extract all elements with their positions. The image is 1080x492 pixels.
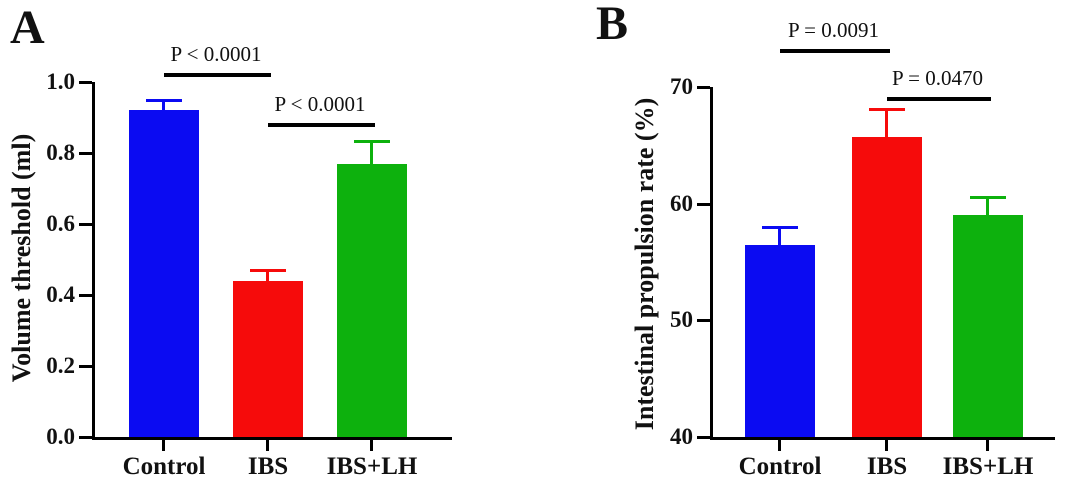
bar-control — [745, 244, 815, 437]
error-bar-cap-ibs — [250, 269, 286, 273]
y-tick — [79, 365, 92, 368]
x-axis-line — [710, 437, 1055, 440]
x-tick-control — [162, 440, 165, 451]
y-tick — [79, 223, 92, 226]
category-label-ibs-lh: IBS+LH — [942, 453, 1034, 480]
y-tick-label: 1.0 — [46, 69, 75, 94]
error-bar-stem-ibs — [885, 109, 888, 144]
y-tick — [79, 152, 92, 155]
bar-control — [129, 110, 199, 437]
category-label-ibs: IBS — [866, 453, 908, 480]
y-tick — [79, 294, 92, 297]
y-tick-label: 70 — [670, 74, 693, 99]
y-tick — [697, 86, 710, 89]
y-axis-line — [92, 82, 95, 437]
error-bar-cap-control — [146, 98, 182, 102]
significance-label: P = 0.0470 — [892, 66, 983, 90]
category-label-control: Control — [738, 453, 822, 480]
category-label-ibs-lh: IBS+LH — [326, 453, 418, 480]
significance-label: P < 0.0001 — [170, 42, 262, 66]
y-tick-label: 0.4 — [46, 282, 75, 307]
y-tick-label: 40 — [670, 424, 693, 449]
panel-label-b: B — [596, 0, 629, 50]
error-bar-cap-ibs-lh — [970, 195, 1006, 199]
y-tick-label: 0.0 — [46, 424, 75, 449]
x-axis-line — [92, 437, 452, 440]
significance-line — [268, 123, 375, 127]
y-tick-label: 50 — [670, 307, 693, 333]
error-bar-stem-control — [162, 99, 165, 117]
x-tick-ibs — [885, 440, 888, 451]
y-tick-label: 0.6 — [46, 211, 75, 236]
error-bar-cap-ibs — [869, 108, 905, 112]
x-tick-ibs-lh — [986, 440, 989, 451]
error-bar-stem-control — [778, 227, 781, 251]
category-label-control: Control — [122, 453, 206, 480]
significance-line — [164, 73, 271, 77]
significance-line — [780, 49, 890, 53]
y-axis-line — [710, 87, 713, 437]
y-tick-label: 60 — [670, 190, 693, 216]
error-bar-stem-ibs-lh — [986, 196, 989, 222]
error-bar-stem-ibs — [266, 270, 269, 287]
significance-label: P = 0.0091 — [788, 18, 879, 42]
bar-ibs — [852, 137, 922, 437]
y-tick — [79, 436, 92, 439]
y-tick — [697, 436, 710, 439]
x-tick-ibs-lh — [370, 440, 373, 451]
y-axis-title-b: Intestinal propulsion rate (%) — [630, 97, 659, 431]
bar-ibs-lh — [953, 215, 1023, 437]
x-tick-control — [778, 440, 781, 451]
panel-label-a: A — [10, 1, 45, 54]
y-tick-label: 0.2 — [46, 353, 75, 378]
error-bar-cap-control — [762, 226, 798, 229]
error-bar-stem-ibs-lh — [370, 140, 373, 170]
y-tick — [697, 319, 710, 323]
error-bar-cap-ibs-lh — [354, 139, 390, 143]
significance-label: P < 0.0001 — [274, 92, 366, 116]
y-tick — [697, 202, 710, 206]
category-label-ibs: IBS — [247, 453, 289, 480]
bar-ibs-lh — [337, 163, 407, 437]
significance-line — [887, 97, 991, 101]
x-tick-ibs — [266, 440, 269, 451]
bar-ibs — [233, 280, 303, 437]
y-axis-title-a: Volume threshold (ml) — [7, 133, 36, 383]
y-tick-label: 0.8 — [46, 140, 75, 165]
y-tick — [79, 81, 92, 84]
